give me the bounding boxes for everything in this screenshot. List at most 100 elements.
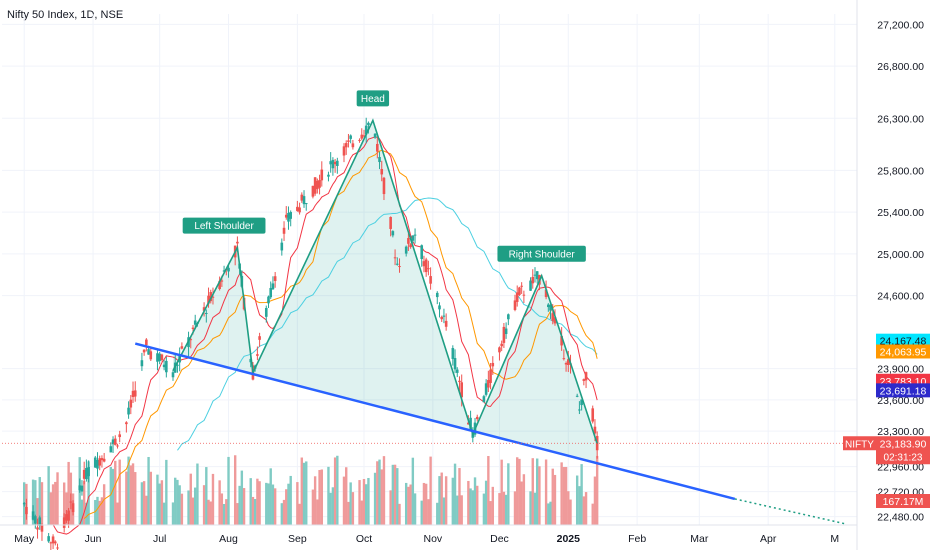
candle-body [102, 458, 106, 462]
volume-bar [40, 482, 44, 525]
candle-body [273, 276, 277, 281]
candle-body [389, 216, 392, 229]
candle-body [560, 336, 563, 346]
candle-body [482, 396, 486, 403]
volume-bar [367, 477, 370, 525]
volume-bar [298, 503, 301, 525]
volume-bar [109, 466, 113, 525]
chart-title: Nifty 50 Index, 1D, NSE [7, 9, 124, 21]
candle-body [484, 383, 488, 395]
volume-bar [404, 482, 408, 525]
volume-bar [420, 500, 423, 525]
candle-body [131, 390, 135, 398]
countdown: 02:31:23 [884, 452, 923, 463]
volume-bar [376, 461, 379, 525]
candle-body [518, 287, 521, 295]
pattern-zigzag [172, 118, 598, 444]
volume-bar [251, 496, 255, 525]
moving-average-20 [83, 149, 598, 519]
candle-body [427, 268, 430, 270]
volume-bar [440, 472, 443, 525]
candle-body [424, 259, 428, 273]
volume-bar [220, 493, 224, 525]
volume-bar [451, 477, 455, 525]
volume-bar [273, 488, 277, 525]
volume-bar [256, 478, 259, 525]
candle-body [500, 343, 503, 347]
candle-body [256, 354, 259, 356]
volume-bar [82, 481, 86, 525]
candle-body [133, 390, 137, 397]
volume-bar [207, 499, 210, 525]
candle-body [129, 399, 133, 408]
volume-bar [482, 493, 486, 525]
candle-body [211, 296, 215, 298]
candle-body [344, 143, 348, 148]
y-tick-label: 24,600.00 [877, 291, 924, 303]
y-tick-label: 23,600.00 [877, 395, 924, 407]
volume-bar [489, 501, 492, 525]
volume-bar [518, 458, 521, 525]
y-tick-label: 25,800.00 [877, 165, 924, 177]
volume-bar [336, 455, 339, 525]
candle-body [498, 347, 501, 353]
candle-body [395, 263, 399, 265]
volume-bar [580, 464, 583, 525]
candle-body [316, 180, 319, 190]
x-tick-label: Feb [628, 533, 646, 545]
volume-bar [560, 462, 563, 525]
candle-body [429, 276, 432, 284]
volume-bar [378, 459, 381, 525]
volume-bar [265, 482, 268, 525]
candle-body [87, 466, 90, 477]
candle-body [420, 245, 424, 260]
volume-bar [80, 499, 84, 525]
head-label: Head [361, 94, 385, 105]
candle-body [531, 276, 535, 284]
candle-body [549, 304, 552, 311]
volume-bar [145, 495, 148, 525]
candle-body [551, 313, 555, 321]
volume-bar [549, 501, 552, 525]
volume-bar [31, 479, 35, 525]
volume-bar [411, 457, 415, 525]
candle-body [409, 244, 412, 248]
volume-bar [142, 481, 146, 525]
candle-body [149, 351, 153, 360]
volume-bar [211, 473, 215, 525]
candle-body [360, 134, 364, 139]
candle-body [442, 315, 446, 317]
candle-body [520, 285, 523, 287]
candle-body [404, 246, 408, 254]
candle-body [284, 214, 288, 218]
x-tick-label: Sep [288, 533, 307, 545]
candle-body [189, 339, 193, 341]
candle-body [593, 426, 597, 434]
volume-bar [127, 456, 130, 525]
volume-bar [180, 493, 184, 525]
volume-bar [225, 499, 228, 525]
candle-body [331, 159, 335, 169]
volume-bar [111, 468, 115, 525]
volume-bar [196, 463, 199, 525]
candle-body [98, 458, 102, 466]
candle-body [78, 485, 82, 491]
candle-body [65, 514, 68, 521]
price-label: 24,063.95 [880, 346, 927, 358]
candle-body [31, 511, 35, 520]
volume-bar [562, 467, 566, 525]
last-price-value: 23,183.90 [880, 438, 927, 450]
volume-bar [98, 500, 101, 525]
candle-body [191, 327, 195, 330]
volume-bar [87, 461, 90, 525]
x-tick-label: Aug [219, 533, 238, 545]
candle-body [53, 541, 57, 544]
y-tick-label: 25,400.00 [877, 207, 924, 219]
candle-body [513, 300, 517, 310]
candle-body [320, 169, 324, 181]
candle-body [100, 458, 104, 461]
candle-body [591, 408, 595, 422]
volume-bar [249, 478, 252, 525]
candle-body [118, 434, 122, 438]
